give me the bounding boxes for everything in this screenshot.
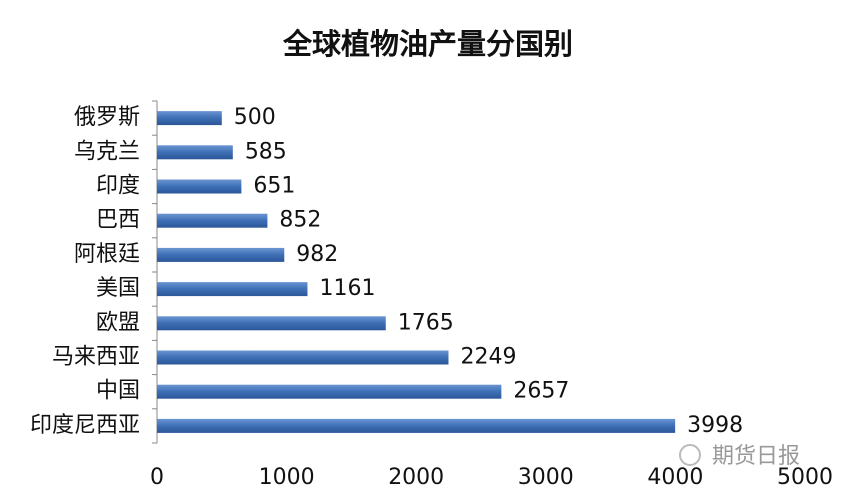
value-label: 651 — [253, 174, 295, 199]
y-tick-label: 美国 — [96, 276, 140, 301]
y-tick-label: 乌克兰 — [74, 139, 140, 164]
value-label: 982 — [296, 242, 338, 267]
value-label: 3998 — [687, 413, 743, 438]
y-tick-label: 俄罗斯 — [74, 105, 140, 130]
bar — [157, 282, 308, 297]
value-label: 585 — [245, 139, 287, 164]
value-label: 500 — [234, 105, 276, 130]
value-label: 2657 — [513, 379, 569, 404]
x-tick-label: 4000 — [647, 465, 703, 490]
chart-title: 全球植物油产量分国别 — [282, 27, 573, 61]
bar — [157, 179, 242, 194]
y-tick-label: 巴西 — [96, 208, 140, 233]
x-tick-label: 5000 — [777, 465, 833, 490]
bar — [157, 213, 268, 228]
value-label: 1161 — [319, 276, 375, 301]
value-label: 2249 — [460, 345, 516, 370]
x-tick-label: 1000 — [259, 465, 315, 490]
y-tick-label: 阿根廷 — [74, 242, 140, 267]
bar — [157, 418, 676, 433]
bar — [157, 145, 233, 160]
bar — [157, 111, 222, 126]
y-tick-label: 印度 — [96, 174, 140, 199]
x-tick-label: 0 — [150, 465, 164, 490]
x-tick-label: 2000 — [388, 465, 444, 490]
bar — [157, 316, 386, 331]
y-tick-label: 印度尼西亚 — [30, 413, 140, 438]
y-tick-label: 中国 — [96, 379, 140, 404]
bar — [157, 247, 285, 262]
value-label: 852 — [279, 208, 321, 233]
bar — [157, 350, 449, 365]
watermark-text: 期货日报 — [712, 444, 800, 469]
watermark-icon — [679, 444, 701, 466]
watermark: 期货日报 — [679, 444, 800, 469]
bar — [157, 384, 502, 399]
y-tick-label: 马来西亚 — [52, 345, 140, 370]
x-tick-label: 3000 — [518, 465, 574, 490]
y-tick-label: 欧盟 — [96, 310, 140, 335]
value-label: 1765 — [398, 310, 454, 335]
